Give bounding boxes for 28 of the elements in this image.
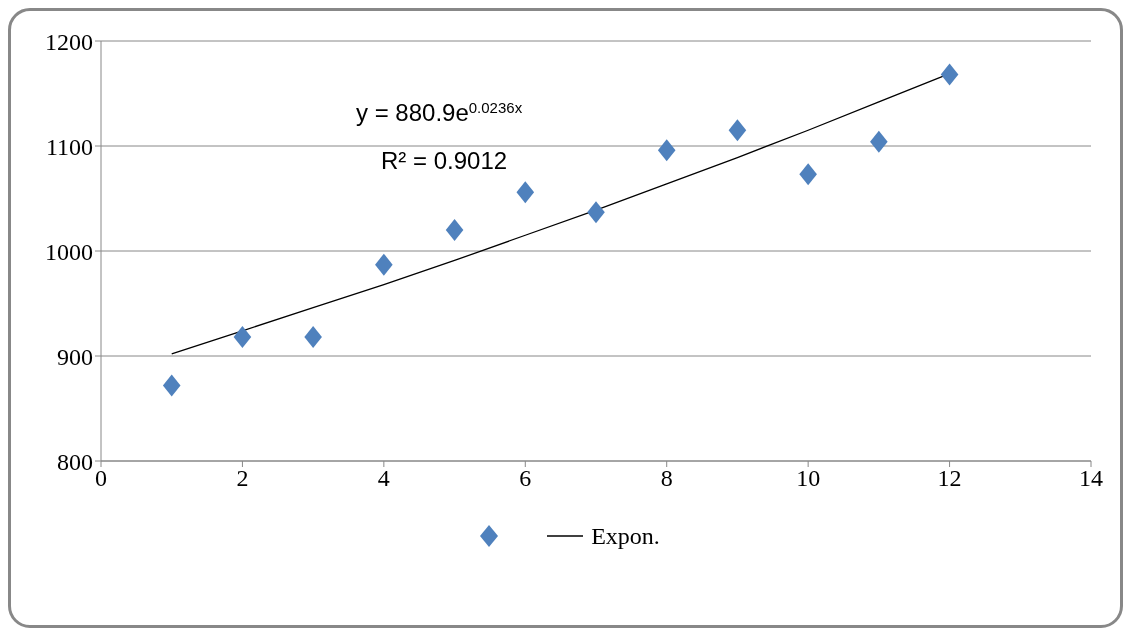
legend-label: Expon. xyxy=(591,522,660,550)
point xyxy=(304,326,322,349)
y-tick-label: 1100 xyxy=(45,133,93,160)
point xyxy=(587,201,605,224)
annotation: y = 880.9e$^{0.0236x}$ xyxy=(356,98,523,126)
x-tick-label: 4 xyxy=(377,465,390,492)
x-tick-label: 12 xyxy=(937,465,962,492)
point xyxy=(657,139,676,162)
point xyxy=(940,63,959,86)
point xyxy=(375,253,393,276)
point xyxy=(233,326,252,349)
x-tick-label: 6 xyxy=(519,465,532,492)
y-tick-label: 800 xyxy=(57,448,93,475)
y-tick-label: 1200 xyxy=(45,28,93,55)
x-tick-label: 14 xyxy=(1079,465,1103,492)
y-tick-label: 1000 xyxy=(45,238,93,265)
point xyxy=(445,219,464,241)
point xyxy=(870,130,888,153)
point xyxy=(516,181,535,204)
x-tick-label: 2 xyxy=(236,465,249,492)
point xyxy=(728,119,747,142)
x-tick-label: 10 xyxy=(796,465,821,492)
x-tick-label: 0 xyxy=(95,465,107,492)
point xyxy=(799,163,817,186)
annotation: R² = 0.9012 xyxy=(381,147,508,174)
y-tick-label: 900 xyxy=(57,343,93,370)
point xyxy=(162,374,181,397)
x-tick-label: 8 xyxy=(660,465,673,492)
